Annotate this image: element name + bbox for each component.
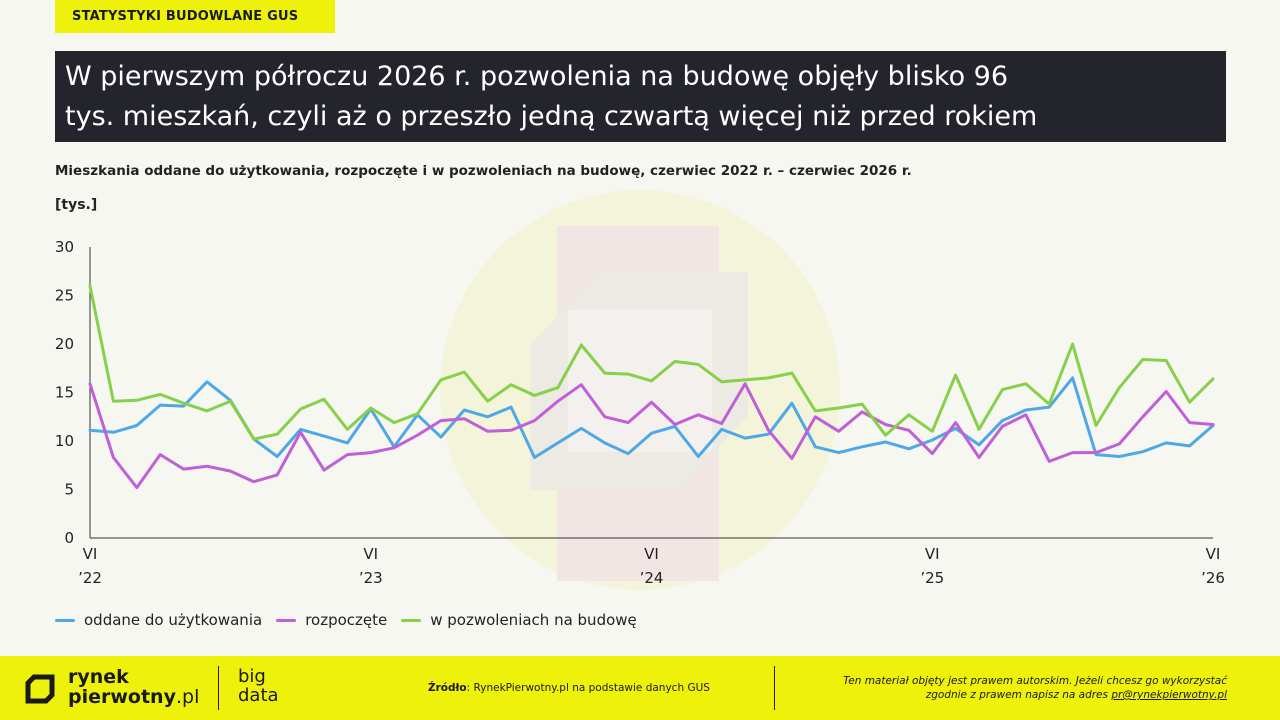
series-line-completed [88, 376, 1215, 459]
legend-item-permits: w pozwoleniach na budowę [401, 611, 637, 629]
tick-labels: 0 5 10 15 20 25 30 VI ’22 VI ’23 VI ’24 VI ’25 VI ’26 [55, 238, 1225, 587]
x-tick-label-year: ’26 [1201, 569, 1225, 587]
x-tick-label-year: ’22 [78, 569, 102, 587]
watermark [440, 190, 840, 590]
x-tick-label-month: VI [83, 545, 98, 563]
x-tick-label-year: ’24 [640, 569, 664, 587]
y-tick-label: 25 [55, 287, 74, 305]
x-tick-label-month: VI [1206, 545, 1221, 563]
copyright-email-link[interactable]: pr@rynekpierwotny.pl [1111, 689, 1227, 701]
footer: rynek pierwotny.pl big data Źródło: Ryne… [0, 656, 1280, 720]
legend-swatch-permits [401, 618, 422, 622]
bigdata-line-2: data [238, 685, 279, 706]
y-tick-label: 15 [55, 384, 74, 402]
headline: W pierwszym półroczu 2026 r. pozwolenia … [55, 51, 1226, 142]
bigdata-logo: big data [238, 667, 279, 705]
headline-line-1: W pierwszym półroczu 2026 r. pozwolenia … [65, 61, 1009, 92]
legend-label-permits: w pozwoleniach na budowę [430, 611, 637, 629]
x-tick-label-month: VI [644, 545, 659, 563]
axes [89, 247, 1213, 539]
x-tick-label-year: ’23 [359, 569, 383, 587]
legend-item-completed: oddane do użytkowania [55, 611, 262, 629]
section-tag: STATYSTYKI BUDOWLANE GUS [55, 0, 335, 33]
y-tick-label: 5 [64, 481, 74, 499]
y-tick-label: 0 [64, 529, 74, 547]
y-tick-label: 20 [55, 335, 74, 353]
series-line-started [88, 382, 1215, 490]
series-lines [88, 284, 1215, 490]
source-label: Źródło [428, 682, 467, 694]
rynekpierwotny-logo-icon [25, 674, 55, 704]
chart-title: Mieszkania oddane do użytkowania, rozpoc… [55, 163, 912, 179]
legend-swatch-started [276, 618, 297, 622]
headline-line-2: tys. mieszkań, czyli aż o przeszło jedną… [65, 101, 1038, 132]
legend-label-started: rozpoczęte [305, 611, 388, 629]
copyright-line-2: zgodnie z prawem napisz na adres pr@ryne… [925, 689, 1227, 701]
x-tick-label-year: ’25 [920, 569, 944, 587]
brand-logo-text[interactable]: rynek pierwotny.pl [68, 667, 199, 707]
brand-logo-line-1: rynek [68, 666, 129, 688]
y-tick-label: 30 [55, 238, 74, 256]
logo-divider [218, 666, 219, 710]
y-tick-label: 10 [55, 432, 74, 450]
legend-swatch-completed [55, 618, 75, 622]
copyright-note: Ten materiał objęty jest prawem autorski… [782, 674, 1227, 702]
x-tick-label-month: VI [925, 545, 940, 563]
series-line-permits [88, 284, 1215, 441]
legend: oddane do użytkowania rozpoczęte w pozwo… [55, 611, 651, 629]
x-tick-label-month: VI [363, 545, 378, 563]
source-note: Źródło: RynekPierwotny.pl na podstawie d… [428, 682, 710, 694]
footer-divider [774, 666, 775, 710]
copyright-line-1: Ten materiał objęty jest prawem autorski… [843, 675, 1227, 687]
legend-label-completed: oddane do użytkowania [84, 611, 263, 629]
bigdata-line-1: big [238, 666, 266, 687]
source-text: : RynekPierwotny.pl na podstawie danych … [466, 682, 710, 694]
legend-item-started: rozpoczęte [276, 611, 387, 629]
y-axis-unit: [tys.] [55, 197, 98, 213]
brand-logo-line-2: pierwotny.pl [68, 686, 200, 708]
